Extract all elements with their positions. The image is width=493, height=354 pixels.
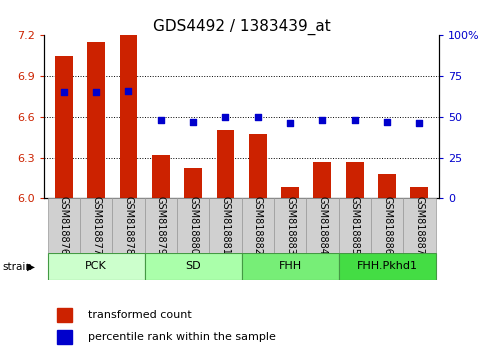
Bar [274,198,306,253]
Bar [339,198,371,253]
Bar [314,162,331,198]
Bar [378,174,396,198]
Bar [48,198,80,253]
Point [254,114,262,120]
Bar [216,130,234,198]
Bar [339,253,435,280]
Bar [87,42,105,198]
Point [124,88,132,93]
Point [286,120,294,126]
Text: FHH.Pkhd1: FHH.Pkhd1 [356,261,418,272]
Text: GSM818880: GSM818880 [188,196,198,255]
Point [189,119,197,125]
Text: GSM818881: GSM818881 [220,196,230,255]
Text: GSM818886: GSM818886 [382,196,392,255]
Bar [177,198,209,253]
Point [383,119,391,125]
Point [351,117,359,123]
Text: FHH: FHH [279,261,302,272]
Bar [48,253,144,280]
Bar [112,198,144,253]
Text: GSM818882: GSM818882 [253,196,263,255]
Text: GSM818883: GSM818883 [285,196,295,255]
Bar [119,35,138,198]
Bar [403,198,435,253]
Bar [80,198,112,253]
Bar [55,56,72,198]
Bar [249,135,267,198]
Bar [184,169,202,198]
Bar [144,253,242,280]
Bar [242,198,274,253]
Bar [306,198,339,253]
Text: PCK: PCK [85,261,107,272]
Text: GSM818877: GSM818877 [91,196,101,255]
Text: GSM818884: GSM818884 [317,196,327,255]
Text: GSM818887: GSM818887 [415,196,424,255]
Bar [281,187,299,198]
Point [318,117,326,123]
Text: GSM818878: GSM818878 [123,196,134,255]
Text: strain: strain [2,262,33,272]
Bar [144,198,177,253]
Text: transformed count: transformed count [88,310,191,320]
Bar [411,187,428,198]
Bar [57,330,71,344]
Text: GSM818885: GSM818885 [350,196,360,255]
Point [416,120,423,126]
Bar [209,198,242,253]
Text: SD: SD [185,261,201,272]
Bar [242,253,339,280]
Bar [371,198,403,253]
Point [92,90,100,95]
Point [157,117,165,123]
Title: GDS4492 / 1383439_at: GDS4492 / 1383439_at [153,19,330,35]
Point [60,90,68,95]
Bar [152,155,170,198]
Point [221,114,229,120]
Text: GSM818879: GSM818879 [156,196,166,255]
Text: percentile rank within the sample: percentile rank within the sample [88,332,276,342]
Bar [346,162,364,198]
Text: ▶: ▶ [27,262,35,272]
Bar [57,308,71,322]
Text: GSM818876: GSM818876 [59,196,69,255]
